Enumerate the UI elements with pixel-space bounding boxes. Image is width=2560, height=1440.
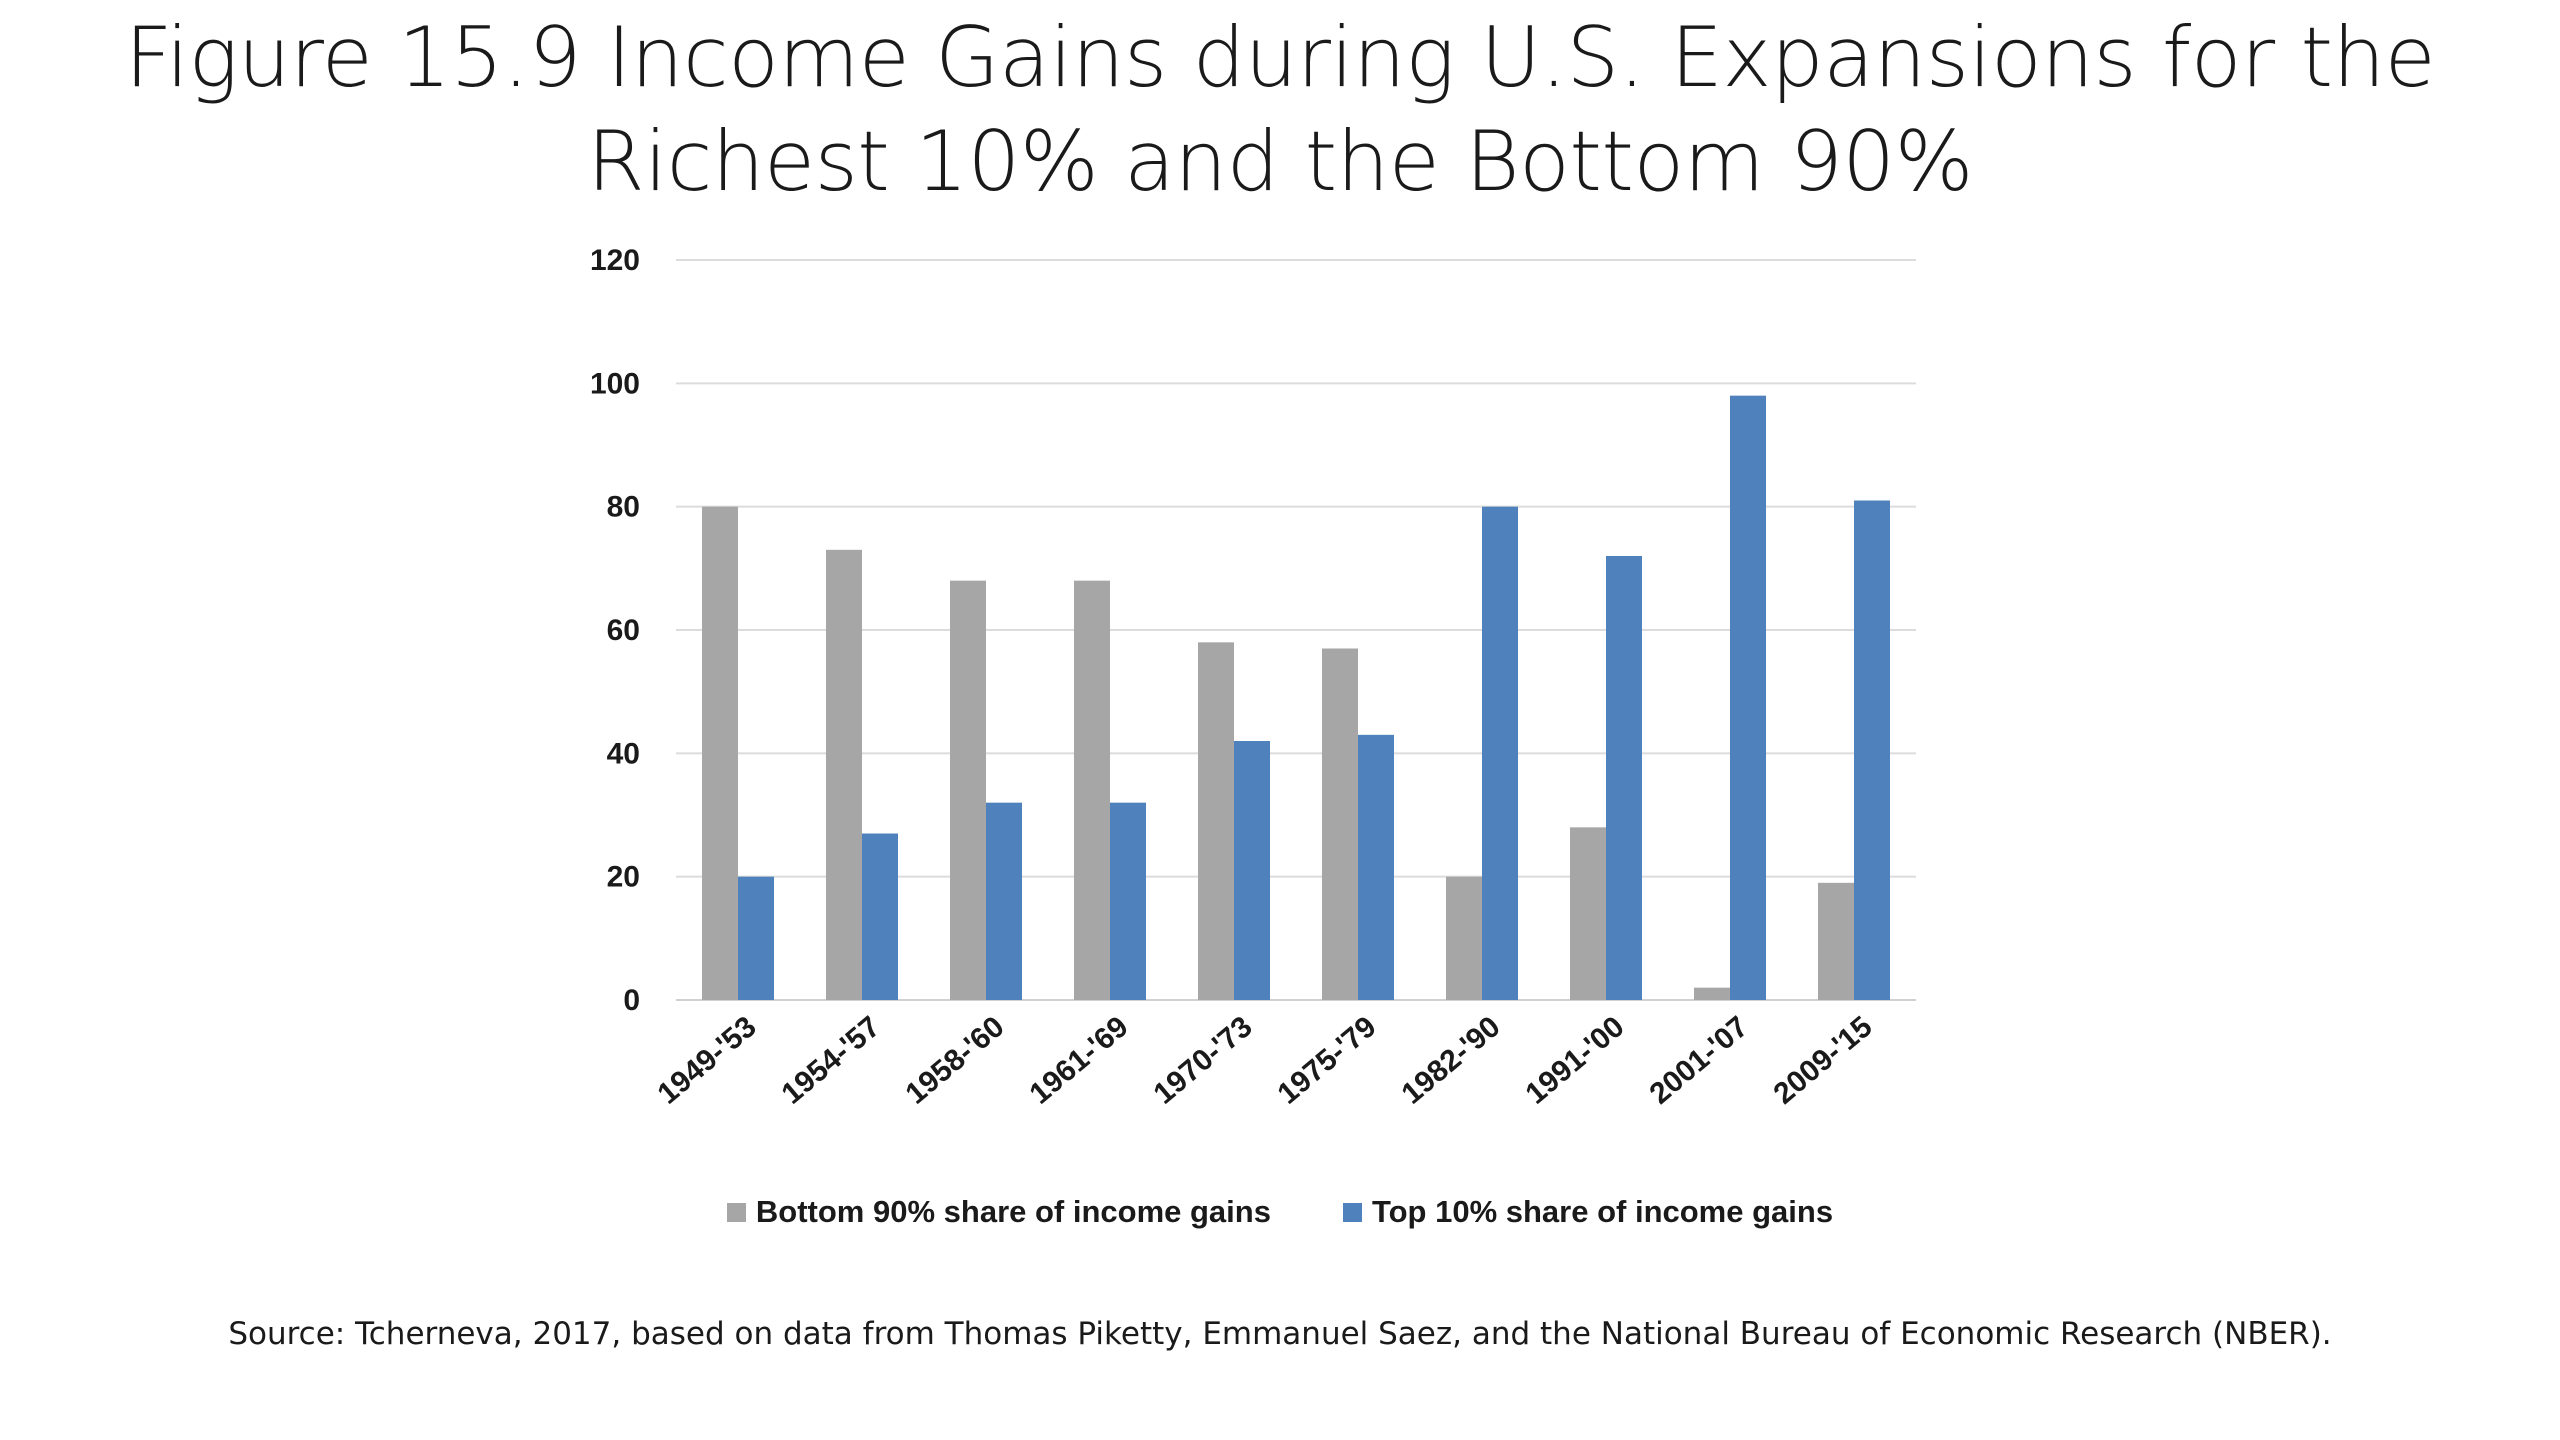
x-tick-label: 1949-'53 — [651, 1010, 762, 1111]
slide-title: Figure 15.9 Income Gains during U.S. Exp… — [0, 6, 2560, 214]
title-line-2: Richest 10% and the Bottom 90% — [587, 113, 1973, 210]
bar-top-10 — [1110, 802, 1146, 1000]
bars — [702, 395, 1890, 1001]
y-tick-label: 40 — [607, 737, 640, 770]
bar-bottom-90 — [1074, 580, 1110, 1000]
bar-bottom-90 — [826, 549, 862, 1000]
x-tick-label: 1982-'90 — [1395, 1010, 1506, 1111]
bar-bottom-90 — [950, 580, 986, 1000]
legend-swatch-bottom-90 — [726, 1202, 746, 1222]
bar-top-10 — [1606, 556, 1642, 1000]
y-tick-label: 20 — [607, 861, 640, 894]
x-tick-label: 2001-'07 — [1643, 1010, 1754, 1111]
bar-top-10 — [1358, 734, 1394, 1000]
y-axis-ticks: 0 20 40 60 80 100 120 — [590, 244, 640, 1017]
bar-top-10 — [1482, 506, 1518, 1000]
bar-bottom-90 — [702, 506, 738, 1000]
x-tick-label: 1961-'69 — [1023, 1010, 1134, 1111]
y-tick-label: 60 — [607, 614, 640, 647]
y-tick-label: 100 — [590, 367, 640, 400]
x-axis-ticks: 1949-'53 1954-'57 1958-'60 1961-'69 1970-'73… — [651, 1010, 1878, 1111]
bar-bottom-90 — [1570, 827, 1606, 1000]
bar-bottom-90 — [1818, 882, 1854, 1000]
x-tick-label: 1975-'79 — [1271, 1010, 1382, 1111]
legend-label-top-10: Top 10% share of income gains — [1371, 1194, 1834, 1229]
legend-item-bottom-90: Bottom 90% share of income gains — [726, 1194, 1271, 1230]
x-tick-label: 1970-'73 — [1147, 1010, 1258, 1111]
bar-top-10 — [1234, 741, 1270, 1000]
source-note: Source: Tcherneva, 2017, based on data f… — [228, 1316, 2332, 1352]
y-tick-label: 120 — [590, 244, 640, 277]
legend-swatch-top-10 — [1342, 1202, 1362, 1222]
x-tick-label: 1958-'60 — [899, 1010, 1010, 1111]
title-line-1: Figure 15.9 Income Gains during U.S. Exp… — [124, 9, 2436, 106]
bar-top-10 — [738, 876, 774, 1000]
y-tick-label: 0 — [623, 984, 640, 1017]
legend: Bottom 90% share of income gains Top 10%… — [0, 1194, 2560, 1230]
bar-top-10 — [986, 802, 1022, 1000]
legend-label-bottom-90: Bottom 90% share of income gains — [755, 1194, 1271, 1229]
y-tick-label: 80 — [607, 491, 640, 524]
bar-top-10 — [1730, 395, 1766, 1001]
legend-item-top-10: Top 10% share of income gains — [1342, 1194, 1834, 1230]
bar-bottom-90 — [1198, 642, 1234, 1000]
bar-bottom-90 — [1446, 876, 1482, 1000]
bar-top-10 — [862, 833, 898, 1000]
x-tick-label: 2009-'15 — [1767, 1010, 1878, 1111]
x-tick-label: 1991-'00 — [1519, 1010, 1630, 1111]
bar-bottom-90 — [1694, 987, 1730, 1000]
bar-top-10 — [1854, 500, 1890, 1000]
bar-bottom-90 — [1322, 648, 1358, 1000]
x-tick-label: 1954-'57 — [775, 1010, 886, 1111]
